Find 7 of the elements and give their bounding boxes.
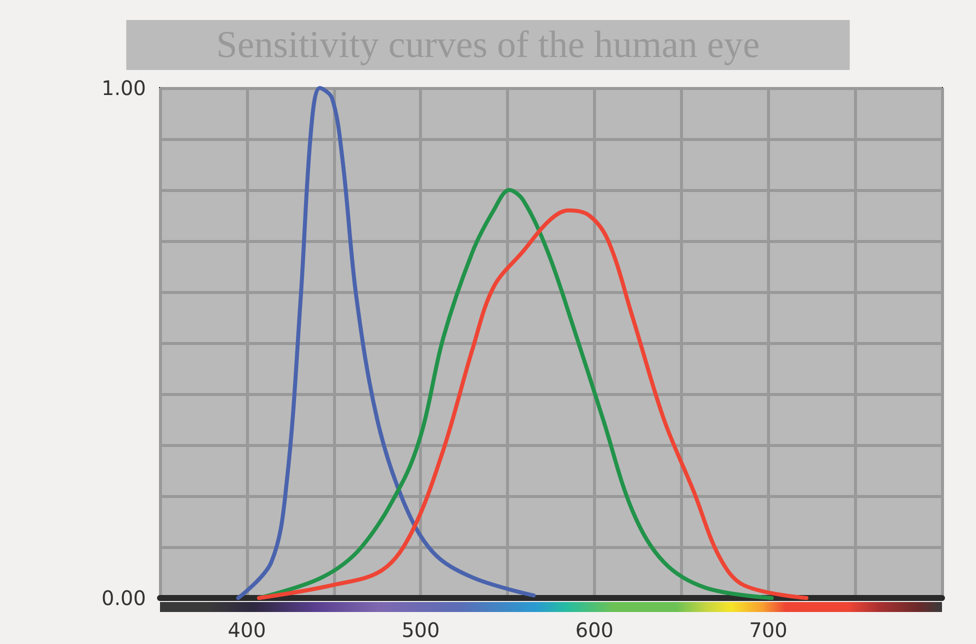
x-tick-label: 600	[575, 618, 614, 642]
x-tick-label: 500	[402, 618, 440, 642]
y-tick-label: 1.00	[101, 76, 146, 100]
y-tick-label: 0.00	[101, 586, 146, 610]
x-tick-label: 400	[228, 618, 266, 642]
x-tick-label: 700	[749, 618, 788, 642]
line-series	[236, 86, 536, 600]
